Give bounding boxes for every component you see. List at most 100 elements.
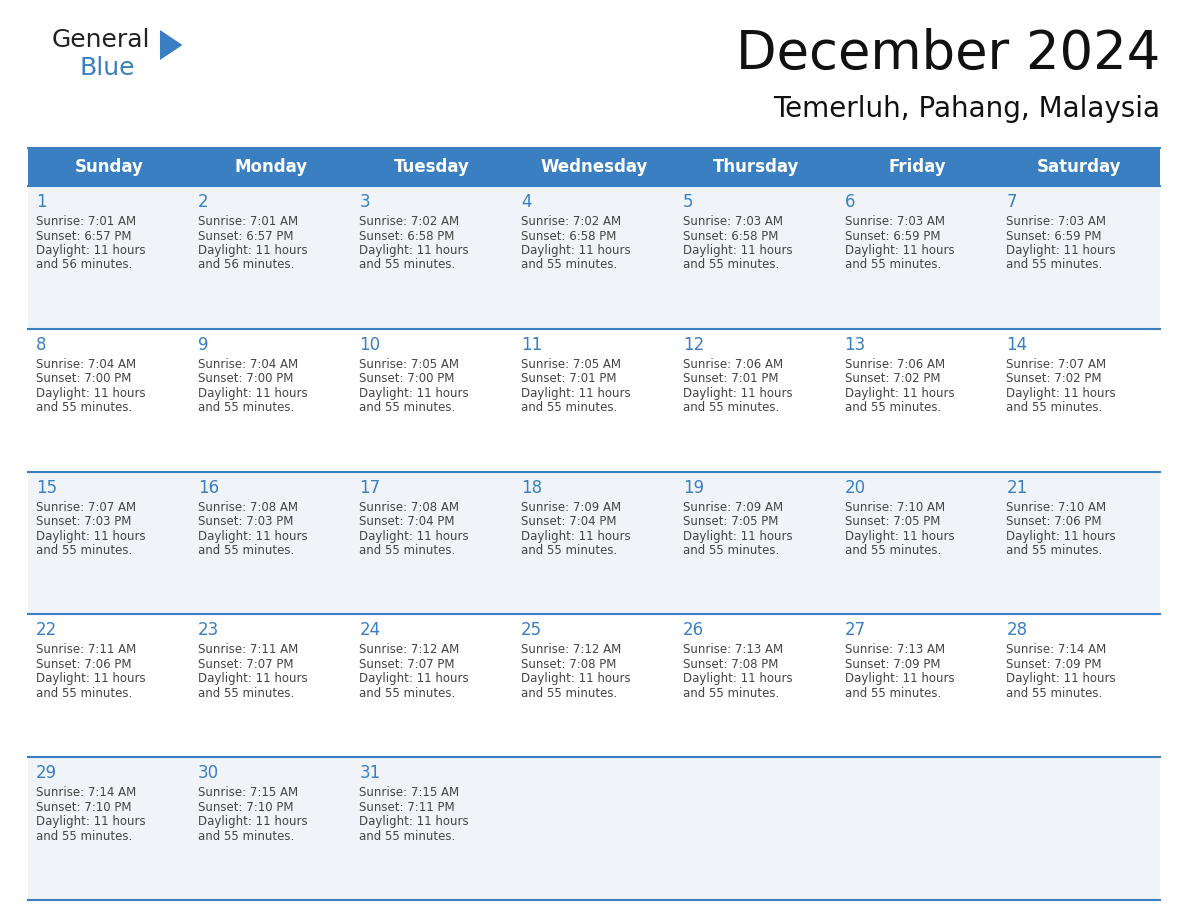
Text: Sunrise: 7:14 AM: Sunrise: 7:14 AM: [36, 786, 137, 800]
Text: Daylight: 11 hours: Daylight: 11 hours: [845, 244, 954, 257]
Text: Sunday: Sunday: [75, 158, 144, 176]
Bar: [190, 148, 352, 186]
Text: and 55 minutes.: and 55 minutes.: [683, 401, 779, 414]
Text: 3: 3: [360, 193, 369, 211]
Text: Sunset: 6:58 PM: Sunset: 6:58 PM: [683, 230, 778, 242]
Text: 6: 6: [845, 193, 855, 211]
Text: Sunrise: 7:13 AM: Sunrise: 7:13 AM: [845, 644, 944, 656]
Text: Daylight: 11 hours: Daylight: 11 hours: [845, 530, 954, 543]
Text: Sunset: 7:01 PM: Sunset: 7:01 PM: [522, 373, 617, 386]
Text: Sunrise: 7:08 AM: Sunrise: 7:08 AM: [360, 500, 460, 513]
Text: and 55 minutes.: and 55 minutes.: [845, 687, 941, 700]
Text: Sunset: 7:04 PM: Sunset: 7:04 PM: [360, 515, 455, 528]
Text: and 55 minutes.: and 55 minutes.: [683, 259, 779, 272]
Text: 10: 10: [360, 336, 380, 353]
Text: 11: 11: [522, 336, 543, 353]
Text: Daylight: 11 hours: Daylight: 11 hours: [36, 244, 146, 257]
Text: Sunrise: 7:06 AM: Sunrise: 7:06 AM: [683, 358, 783, 371]
Text: Sunrise: 7:04 AM: Sunrise: 7:04 AM: [197, 358, 298, 371]
Text: Temerluh, Pahang, Malaysia: Temerluh, Pahang, Malaysia: [773, 95, 1159, 123]
Text: Sunrise: 7:01 AM: Sunrise: 7:01 AM: [36, 215, 137, 228]
Text: 31: 31: [360, 764, 380, 782]
Text: Sunset: 6:57 PM: Sunset: 6:57 PM: [197, 230, 293, 242]
Text: Daylight: 11 hours: Daylight: 11 hours: [197, 815, 308, 828]
Text: and 55 minutes.: and 55 minutes.: [360, 544, 456, 557]
Text: Sunset: 7:11 PM: Sunset: 7:11 PM: [360, 800, 455, 813]
Text: and 55 minutes.: and 55 minutes.: [1006, 544, 1102, 557]
Text: and 55 minutes.: and 55 minutes.: [36, 544, 132, 557]
Text: Monday: Monday: [234, 158, 308, 176]
Text: Daylight: 11 hours: Daylight: 11 hours: [360, 815, 469, 828]
Text: Daylight: 11 hours: Daylight: 11 hours: [197, 672, 308, 686]
Text: Sunrise: 7:11 AM: Sunrise: 7:11 AM: [36, 644, 137, 656]
Text: Daylight: 11 hours: Daylight: 11 hours: [522, 530, 631, 543]
Text: 26: 26: [683, 621, 704, 640]
Text: Thursday: Thursday: [713, 158, 798, 176]
Text: Sunset: 7:06 PM: Sunset: 7:06 PM: [36, 658, 132, 671]
Text: Daylight: 11 hours: Daylight: 11 hours: [683, 672, 792, 686]
Text: Daylight: 11 hours: Daylight: 11 hours: [683, 386, 792, 400]
Text: 12: 12: [683, 336, 704, 353]
Text: 4: 4: [522, 193, 532, 211]
Text: Sunset: 6:59 PM: Sunset: 6:59 PM: [1006, 230, 1101, 242]
Text: Daylight: 11 hours: Daylight: 11 hours: [36, 672, 146, 686]
Text: 27: 27: [845, 621, 866, 640]
Text: Sunrise: 7:14 AM: Sunrise: 7:14 AM: [1006, 644, 1106, 656]
Text: Sunrise: 7:02 AM: Sunrise: 7:02 AM: [360, 215, 460, 228]
Text: Sunrise: 7:09 AM: Sunrise: 7:09 AM: [522, 500, 621, 513]
Text: Sunrise: 7:01 AM: Sunrise: 7:01 AM: [197, 215, 298, 228]
Text: Sunset: 7:03 PM: Sunset: 7:03 PM: [197, 515, 293, 528]
Text: 19: 19: [683, 478, 704, 497]
Text: Daylight: 11 hours: Daylight: 11 hours: [197, 244, 308, 257]
Text: Wednesday: Wednesday: [541, 158, 647, 176]
Text: and 55 minutes.: and 55 minutes.: [522, 401, 618, 414]
Text: and 55 minutes.: and 55 minutes.: [360, 830, 456, 843]
Text: and 55 minutes.: and 55 minutes.: [522, 259, 618, 272]
Text: and 55 minutes.: and 55 minutes.: [683, 687, 779, 700]
Text: 7: 7: [1006, 193, 1017, 211]
Bar: [29, 472, 1159, 614]
Text: Saturday: Saturday: [1037, 158, 1121, 176]
Text: Blue: Blue: [80, 56, 135, 80]
Text: Daylight: 11 hours: Daylight: 11 hours: [360, 244, 469, 257]
Text: 2: 2: [197, 193, 208, 211]
Text: Daylight: 11 hours: Daylight: 11 hours: [360, 672, 469, 686]
Text: 16: 16: [197, 478, 219, 497]
Text: and 55 minutes.: and 55 minutes.: [36, 401, 132, 414]
Text: 13: 13: [845, 336, 866, 353]
Text: Daylight: 11 hours: Daylight: 11 hours: [522, 386, 631, 400]
Text: Daylight: 11 hours: Daylight: 11 hours: [1006, 672, 1116, 686]
Text: and 55 minutes.: and 55 minutes.: [522, 544, 618, 557]
Text: General: General: [52, 28, 151, 52]
Text: Sunset: 7:00 PM: Sunset: 7:00 PM: [360, 373, 455, 386]
Text: 29: 29: [36, 764, 57, 782]
Text: Sunset: 6:58 PM: Sunset: 6:58 PM: [360, 230, 455, 242]
Text: and 55 minutes.: and 55 minutes.: [197, 401, 293, 414]
Bar: [29, 329, 1159, 472]
Text: and 55 minutes.: and 55 minutes.: [683, 544, 779, 557]
Text: 24: 24: [360, 621, 380, 640]
Bar: [352, 148, 513, 186]
Text: 30: 30: [197, 764, 219, 782]
Text: Sunrise: 7:05 AM: Sunrise: 7:05 AM: [360, 358, 460, 371]
Text: Daylight: 11 hours: Daylight: 11 hours: [522, 244, 631, 257]
Text: Tuesday: Tuesday: [394, 158, 470, 176]
Text: Daylight: 11 hours: Daylight: 11 hours: [1006, 530, 1116, 543]
Bar: [675, 148, 836, 186]
Text: Sunset: 7:05 PM: Sunset: 7:05 PM: [683, 515, 778, 528]
Bar: [513, 148, 675, 186]
Text: Sunset: 7:01 PM: Sunset: 7:01 PM: [683, 373, 778, 386]
Text: Sunset: 7:04 PM: Sunset: 7:04 PM: [522, 515, 617, 528]
Text: Sunrise: 7:07 AM: Sunrise: 7:07 AM: [36, 500, 137, 513]
Text: and 55 minutes.: and 55 minutes.: [197, 544, 293, 557]
Text: Sunrise: 7:13 AM: Sunrise: 7:13 AM: [683, 644, 783, 656]
Bar: [29, 614, 1159, 757]
Text: Sunset: 7:07 PM: Sunset: 7:07 PM: [197, 658, 293, 671]
Bar: [836, 148, 998, 186]
Text: Sunset: 7:08 PM: Sunset: 7:08 PM: [522, 658, 617, 671]
Text: Sunrise: 7:05 AM: Sunrise: 7:05 AM: [522, 358, 621, 371]
Text: Daylight: 11 hours: Daylight: 11 hours: [36, 530, 146, 543]
Text: Sunrise: 7:10 AM: Sunrise: 7:10 AM: [1006, 500, 1106, 513]
Text: Daylight: 11 hours: Daylight: 11 hours: [1006, 244, 1116, 257]
Text: and 55 minutes.: and 55 minutes.: [360, 401, 456, 414]
